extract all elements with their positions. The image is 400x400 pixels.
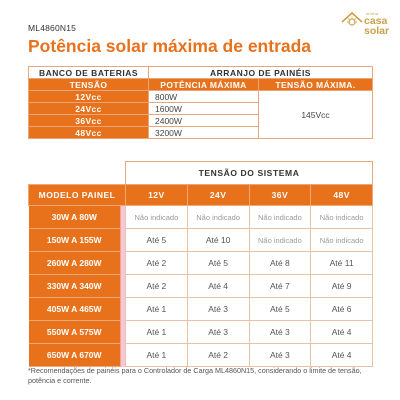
panel-count-cell: Não indicado xyxy=(310,228,373,252)
max-voltage-column-header: TENSÃO MÁXIMA. xyxy=(257,78,374,91)
panel-model-table: TENSÃO DO SISTEMA MODELO PAINEL 12V 24V … xyxy=(28,161,373,367)
corner-blank xyxy=(28,161,126,185)
battery-voltage-cell: 36Vcc xyxy=(28,114,149,127)
panel-count-cell: Até 2 xyxy=(125,251,188,275)
system-voltage-header: TENSÃO DO SISTEMA xyxy=(125,161,373,185)
panel-count-cell: Até 11 xyxy=(310,251,373,275)
panel-count-cell: Até 5 xyxy=(186,251,250,275)
panel-count-cell: Até 10 xyxy=(186,228,250,252)
table-row: 30W A 80W Não indicado Não indicado Não ind… xyxy=(28,205,373,229)
panel-model-header: MODELO PAINEL xyxy=(28,184,126,206)
battery-voltage-cell: 24Vcc xyxy=(28,102,149,115)
row-stripe xyxy=(120,251,126,275)
row-stripe xyxy=(120,205,126,229)
sun-house-icon xyxy=(341,11,363,26)
row-stripe xyxy=(120,297,126,321)
battery-voltage-cell: 12Vcc xyxy=(28,90,149,103)
panel-count-cell: Até 3 xyxy=(186,297,250,321)
panel-model-cell: 260W A 280W xyxy=(28,251,121,275)
panel-count-cell: Até 6 xyxy=(310,297,373,321)
page-title: Potência solar máxima de entrada xyxy=(28,36,312,56)
max-voltage-value: 145Vcc xyxy=(257,90,374,139)
row-stripe xyxy=(120,320,126,344)
panel-count-cell: Até 3 xyxy=(248,343,312,367)
panel-count-cell: Até 1 xyxy=(125,343,188,367)
max-power-cell: 1600W xyxy=(148,102,259,115)
battery-panel-array-table: BANCO DE BATERIAS ARRANJO DE PAINÉIS TEN… xyxy=(28,66,374,139)
footnote: *Recomendações de painéis para o Control… xyxy=(28,366,362,385)
panel-count-cell: Até 2 xyxy=(125,274,188,298)
panel-count-cell: Até 1 xyxy=(125,320,188,344)
max-power-column-header: POTÊNCIA MÁXIMA xyxy=(148,78,259,91)
panel-model-cell: 150W A 155W xyxy=(28,228,121,252)
table-row: 650W A 670W Até 1 Até 2 Até 3 Até 4 xyxy=(28,343,373,367)
panel-count-cell: Não indicado xyxy=(310,205,373,229)
table-row: 36Vcc 2400W xyxy=(28,114,373,127)
logo-text: casa solar xyxy=(364,15,390,37)
panel-count-cell: Até 4 xyxy=(186,274,250,298)
row-stripe xyxy=(120,343,126,367)
column-48v: 48V xyxy=(310,184,373,206)
battery-bank-header: BANCO DE BATERIAS xyxy=(28,66,149,79)
voltage-column-header: TENSÃO xyxy=(28,78,149,91)
max-power-cell: 800W xyxy=(148,90,259,103)
casa-solar-logo: minha casa solar xyxy=(340,8,398,42)
panel-model-cell: 550W A 575W xyxy=(28,320,121,344)
max-power-cell: 2400W xyxy=(148,114,259,127)
panel-count-cell: Não indicado xyxy=(248,228,312,252)
panel-count-cell: Até 8 xyxy=(248,251,312,275)
column-24v: 24V xyxy=(186,184,250,206)
panel-model-cell: 650W A 670W xyxy=(28,343,121,367)
table-row: 48Vcc 3200W xyxy=(28,126,373,139)
table-row: 260W A 280W Até 2 Até 5 Até 8 Até 11 xyxy=(28,251,373,275)
panel-count-cell: Não indicado xyxy=(186,205,250,229)
panel-count-cell: Até 4 xyxy=(310,343,373,367)
logo-small-text: minha xyxy=(366,11,379,16)
table-row: 24Vcc 1600W xyxy=(28,102,373,115)
panel-count-cell: Até 3 xyxy=(248,320,312,344)
panel-count-cell: Até 5 xyxy=(125,228,188,252)
panel-model-cell: 330W A 340W xyxy=(28,274,121,298)
table-row: 330W A 340W Até 2 Até 4 Até 7 Até 9 xyxy=(28,274,373,298)
table-row: 150W A 155W Até 5 Até 10 Não indicado Não in… xyxy=(28,228,373,252)
row-stripe xyxy=(120,228,126,252)
column-36v: 36V xyxy=(248,184,312,206)
panel-array-header: ARRANJO DE PAINÉIS xyxy=(147,66,374,79)
panel-count-cell: Até 2 xyxy=(186,343,250,367)
panel-model-cell: 30W A 80W xyxy=(28,205,121,229)
model-code: ML4860N15 xyxy=(28,23,77,33)
column-12v: 12V xyxy=(125,184,188,206)
table-row: 550W A 575W Até 1 Até 3 Até 3 Até 4 xyxy=(28,320,373,344)
battery-voltage-cell: 48Vcc xyxy=(28,126,149,139)
panel-count-cell: Até 4 xyxy=(310,320,373,344)
panel-count-cell: Não indicado xyxy=(125,205,188,229)
panel-count-cell: Até 9 xyxy=(310,274,373,298)
panel-count-cell: Não indicado xyxy=(248,205,312,229)
panel-count-cell: Até 7 xyxy=(248,274,312,298)
panel-count-cell: Até 5 xyxy=(248,297,312,321)
table-row: 405W A 465W Até 1 Até 3 Até 5 Até 6 xyxy=(28,297,373,321)
table-row: 12Vcc 800W 145Vcc xyxy=(28,90,374,139)
panel-count-cell: Até 3 xyxy=(186,320,250,344)
panel-count-cell: Até 1 xyxy=(125,297,188,321)
row-stripe xyxy=(120,274,126,298)
panel-model-cell: 405W A 465W xyxy=(28,297,121,321)
max-power-cell: 3200W xyxy=(148,126,259,139)
